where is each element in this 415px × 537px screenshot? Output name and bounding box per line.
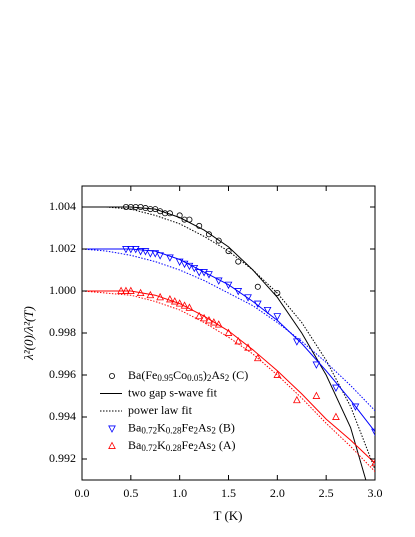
point bbox=[146, 250, 155, 258]
fit-line bbox=[82, 248, 375, 433]
point bbox=[225, 248, 232, 255]
x-tick-label: 2.0 bbox=[270, 486, 285, 500]
fit-line bbox=[82, 206, 367, 480]
plot-frame bbox=[81, 185, 376, 481]
point bbox=[253, 300, 262, 308]
point bbox=[156, 252, 164, 260]
x-tick-label: 1.5 bbox=[221, 486, 236, 500]
point bbox=[312, 361, 321, 369]
point bbox=[209, 318, 218, 326]
point bbox=[136, 248, 145, 256]
point bbox=[200, 269, 208, 277]
point bbox=[117, 286, 125, 294]
point bbox=[371, 458, 375, 467]
point bbox=[175, 258, 184, 266]
point bbox=[156, 292, 164, 301]
legend-label: two gap s-wave fit bbox=[128, 385, 218, 399]
y-tick-label: 0.992 bbox=[49, 451, 76, 465]
point bbox=[146, 290, 155, 299]
point bbox=[215, 237, 222, 244]
point bbox=[205, 271, 213, 279]
point bbox=[273, 313, 282, 321]
legend-label: power law fit bbox=[128, 403, 193, 417]
x-tick-label: 1.0 bbox=[172, 486, 187, 500]
point bbox=[214, 277, 223, 285]
point bbox=[253, 353, 262, 362]
point bbox=[196, 222, 203, 229]
point bbox=[180, 301, 189, 309]
point bbox=[137, 203, 144, 210]
fit-line bbox=[82, 248, 375, 412]
point bbox=[234, 337, 243, 345]
x-tick-label: 0.5 bbox=[123, 486, 138, 500]
point bbox=[152, 206, 159, 213]
point bbox=[141, 248, 150, 256]
point bbox=[122, 286, 130, 294]
legend-label: Ba(Fe0.95Co0.05)2As2 (C) bbox=[128, 368, 248, 383]
legend-marker bbox=[108, 425, 116, 433]
point bbox=[126, 246, 135, 254]
x-tick-label: 3.0 bbox=[368, 486, 383, 500]
y-axis-label: λ²(0)/λ²(T) bbox=[21, 306, 36, 361]
point bbox=[195, 269, 204, 277]
point bbox=[254, 283, 261, 290]
point bbox=[293, 338, 301, 346]
point bbox=[205, 231, 212, 238]
point bbox=[190, 264, 199, 273]
point bbox=[176, 212, 183, 219]
point bbox=[224, 328, 233, 336]
fit-line bbox=[82, 290, 375, 464]
point bbox=[274, 290, 281, 297]
point bbox=[170, 297, 179, 305]
point bbox=[273, 370, 282, 378]
point bbox=[235, 258, 242, 265]
y-tick-label: 1.000 bbox=[49, 283, 76, 297]
x-axis-label: T (K) bbox=[213, 508, 242, 523]
point bbox=[205, 316, 213, 324]
y-tick-label: 1.004 bbox=[49, 199, 76, 213]
point bbox=[180, 260, 189, 269]
point bbox=[312, 391, 321, 399]
point bbox=[214, 320, 223, 328]
legend-label: Ba0.72K0.28Fe2As2 (A) bbox=[128, 438, 236, 453]
x-tick-label: 2.5 bbox=[319, 486, 334, 500]
point bbox=[244, 343, 252, 351]
point bbox=[224, 281, 233, 290]
point bbox=[151, 250, 160, 258]
legend-marker bbox=[109, 372, 116, 379]
y-tick-label: 0.994 bbox=[49, 409, 76, 423]
point bbox=[166, 254, 174, 262]
fit-line bbox=[82, 206, 375, 470]
y-tick-label: 0.996 bbox=[49, 367, 76, 381]
y-tick-label: 1.002 bbox=[49, 241, 76, 255]
point bbox=[200, 313, 208, 322]
point bbox=[136, 288, 145, 297]
legend-marker bbox=[108, 441, 116, 449]
point bbox=[185, 262, 194, 271]
point bbox=[351, 403, 360, 411]
point bbox=[131, 246, 140, 254]
point bbox=[195, 311, 204, 320]
point bbox=[185, 303, 194, 311]
point bbox=[244, 294, 252, 302]
point bbox=[293, 395, 301, 404]
point bbox=[332, 384, 340, 392]
point bbox=[157, 208, 164, 215]
point bbox=[371, 428, 375, 437]
y-tick-label: 0.998 bbox=[49, 325, 76, 339]
point bbox=[263, 306, 272, 315]
plot-area bbox=[82, 203, 375, 480]
point bbox=[166, 210, 173, 217]
fit-line bbox=[82, 290, 375, 472]
point bbox=[186, 216, 193, 223]
point bbox=[234, 288, 243, 296]
point bbox=[332, 412, 340, 420]
x-tick-label: 0.0 bbox=[75, 486, 90, 500]
point bbox=[126, 286, 135, 294]
point bbox=[175, 299, 184, 307]
point bbox=[166, 295, 174, 303]
legend-label: Ba0.72K0.28Fe2As2 (B) bbox=[128, 420, 235, 435]
point bbox=[122, 246, 130, 254]
